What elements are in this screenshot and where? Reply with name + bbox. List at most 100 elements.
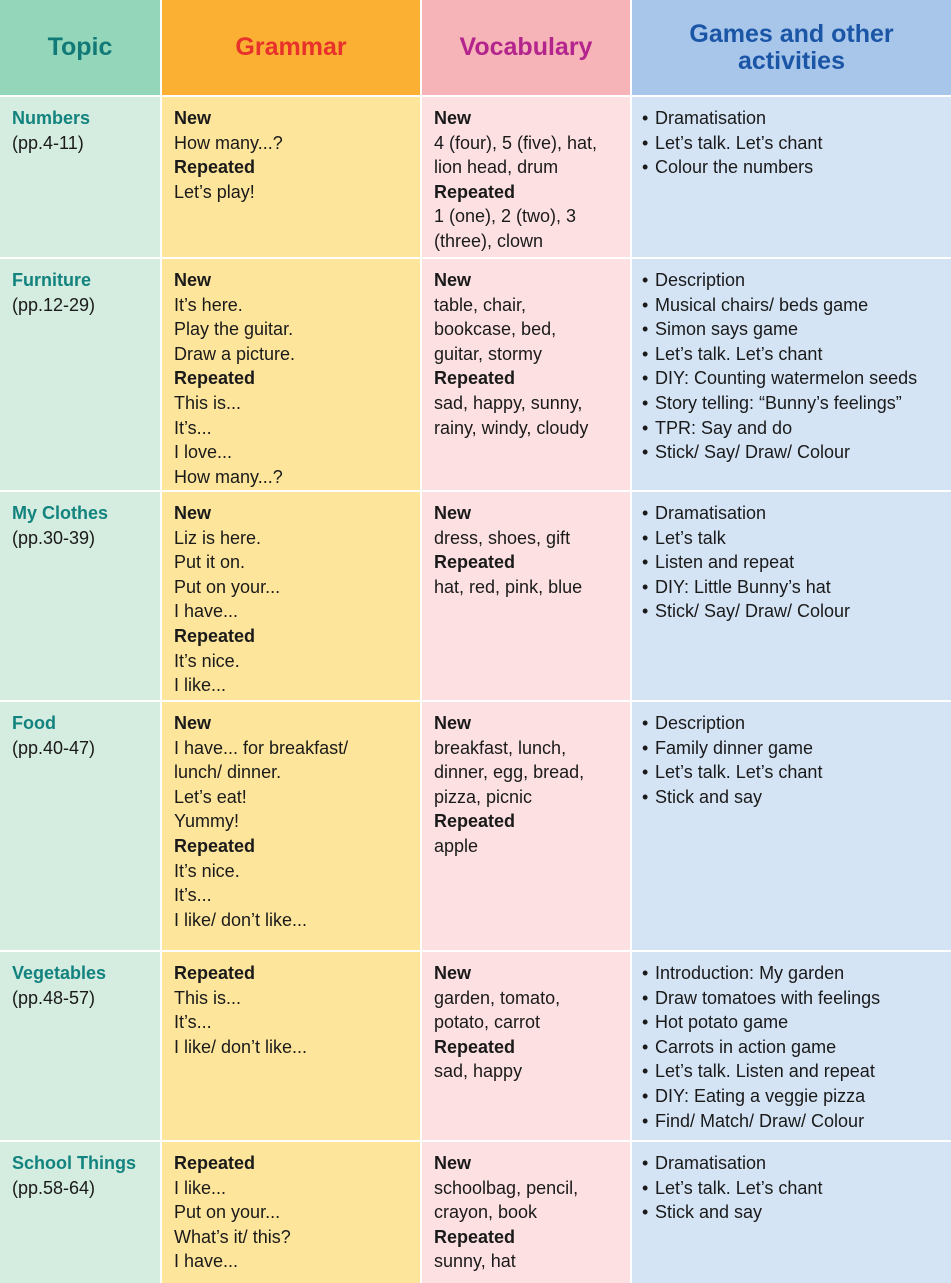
activity-item: DIY: Little Bunny’s hat	[640, 575, 941, 600]
text-line: Yummy!	[174, 811, 240, 832]
activity-list: DescriptionMusical chairs/ beds gameSimo…	[640, 268, 941, 465]
vocabulary-cell: New table, chair, bookcase, bed, guitar, st…	[422, 259, 630, 490]
text-line: I like...	[174, 1177, 227, 1198]
section-label: Repeated	[174, 963, 256, 983]
section-label: Repeated	[174, 625, 256, 646]
activities-cell: DescriptionFamily dinner gameLet’s talk.…	[632, 702, 951, 950]
section-label: New	[174, 713, 212, 733]
text-line: It’s here.	[174, 294, 243, 315]
activity-item: Let’s talk. Let’s chant	[640, 1176, 941, 1201]
activity-item: Dramatisation	[640, 1151, 941, 1176]
grammar-cell: New It’s here. Play the guitar. Draw a pict…	[162, 259, 420, 490]
text-line: It’s...	[174, 885, 212, 906]
activity-item: Colour the numbers	[640, 155, 941, 180]
text-line: garden, tomato,	[434, 987, 561, 1008]
activity-list: DramatisationLet’s talkListen and repeat…	[640, 501, 941, 624]
text-line: table, chair,	[434, 294, 527, 315]
text-line: This is...	[174, 987, 242, 1008]
activity-item: Dramatisation	[640, 106, 941, 131]
text-line: sunny, hat	[434, 1251, 516, 1272]
text-line: It’s nice.	[174, 860, 240, 881]
grammar-cell: New How many...? Repeated Let’s play!	[162, 97, 420, 257]
text-line: I like/ don’t like...	[174, 1036, 308, 1057]
activities-cell: DramatisationLet’s talkListen and repeat…	[632, 492, 951, 700]
activities-cell: DramatisationLet’s talk. Let’s chantStic…	[632, 1142, 951, 1283]
text-line: hat, red, pink, blue	[434, 576, 583, 597]
grammar-cell: Repeated This is... It’s... I like/ don’t l…	[162, 952, 420, 1140]
activity-item: Hot potato game	[640, 1010, 941, 1035]
text-line: Let’s eat!	[174, 786, 247, 807]
column-header: Grammar	[162, 0, 420, 95]
section-label: Repeated	[174, 157, 256, 178]
activity-item: DIY: Eating a veggie pizza	[640, 1084, 941, 1109]
activity-item: Description	[640, 268, 941, 293]
activity-item: Musical chairs/ beds game	[640, 293, 941, 318]
text-line: lunch/ dinner.	[174, 762, 282, 783]
text-line: It’s...	[174, 417, 212, 438]
topic-name: Vegetables	[12, 963, 107, 983]
topic-pages: (pp.58-64)	[12, 1177, 96, 1198]
section-label: New	[174, 503, 212, 523]
text-line: I have... for breakfast/	[174, 737, 349, 758]
text-line: I like...	[174, 675, 227, 696]
activities-cell: DescriptionMusical chairs/ beds gameSimo…	[632, 259, 951, 490]
activity-item: DIY: Counting watermelon seeds	[640, 366, 941, 391]
text-line: guitar, stormy	[434, 343, 543, 364]
topic-pages: (pp.4-11)	[12, 132, 84, 153]
activity-item: Stick/ Say/ Draw/ Colour	[640, 440, 941, 465]
section-label: Repeated	[434, 181, 516, 202]
activity-item: Listen and repeat	[640, 550, 941, 575]
activity-list: Introduction: My gardenDraw tomatoes wit…	[640, 961, 941, 1133]
text-line: pizza, picnic	[434, 786, 533, 807]
activity-item: Dramatisation	[640, 501, 941, 526]
section-label: Repeated	[174, 835, 256, 856]
text-line: Play the guitar.	[174, 319, 294, 340]
activity-item: Let’s talk. Let’s chant	[640, 760, 941, 785]
text-line: schoolbag, pencil,	[434, 1177, 579, 1198]
text-line: (three), clown	[434, 230, 544, 251]
text-line: dress, shoes, gift	[434, 527, 571, 548]
activity-item: Introduction: My garden	[640, 961, 941, 986]
text-line: Put it on.	[174, 552, 246, 573]
topic-cell: School Things (pp.58-64)	[0, 1142, 160, 1283]
activities-cell: DramatisationLet’s talk. Let’s chantColo…	[632, 97, 951, 257]
activity-item: Story telling: “Bunny’s feelings”	[640, 391, 941, 416]
section-label: New	[174, 270, 212, 290]
text-line: How many...?	[174, 466, 283, 487]
section-label: Repeated	[174, 368, 256, 389]
text-line: crayon, book	[434, 1202, 538, 1223]
topic-name: Furniture	[12, 270, 91, 290]
grammar-cell: New Liz is here. Put it on. Put on your... I…	[162, 492, 420, 700]
section-label: New	[434, 963, 472, 983]
topic-cell: My Clothes (pp.30-39)	[0, 492, 160, 700]
activity-list: DescriptionFamily dinner gameLet’s talk.…	[640, 711, 941, 809]
text-line: Put on your...	[174, 576, 281, 597]
text-line: It’s nice.	[174, 650, 240, 671]
column-header: Games and other activities	[632, 0, 951, 95]
text-line: How many...?	[174, 132, 283, 153]
column-header: Topic	[0, 0, 160, 95]
section-label: New	[434, 503, 472, 523]
section-label: New	[434, 270, 472, 290]
topic-pages: (pp.48-57)	[12, 987, 96, 1008]
activity-item: Stick and say	[640, 1200, 941, 1225]
text-line: dinner, egg, bread,	[434, 762, 585, 783]
text-line: Draw a picture.	[174, 343, 296, 364]
activity-item: Let’s talk. Let’s chant	[640, 131, 941, 156]
text-line: sad, happy	[434, 1061, 523, 1082]
vocabulary-cell: New garden, tomato, potato, carrot Repeated…	[422, 952, 630, 1140]
vocabulary-cell: New schoolbag, pencil, crayon, book Repeate…	[422, 1142, 630, 1283]
text-line: 1 (one), 2 (two), 3	[434, 206, 577, 227]
activity-item: Stick/ Say/ Draw/ Colour	[640, 599, 941, 624]
activity-item: Family dinner game	[640, 736, 941, 761]
activity-list: DramatisationLet’s talk. Let’s chantColo…	[640, 106, 941, 180]
activity-item: Let’s talk. Listen and repeat	[640, 1059, 941, 1084]
activity-item: Description	[640, 711, 941, 736]
grammar-cell: Repeated I like... Put on your... What’s it…	[162, 1142, 420, 1283]
text-line: This is...	[174, 392, 242, 413]
text-line: Liz is here.	[174, 527, 262, 548]
vocabulary-cell: New breakfast, lunch, dinner, egg, bread, p…	[422, 702, 630, 950]
text-line: Put on your...	[174, 1202, 281, 1223]
text-line: I like/ don’t like...	[174, 909, 308, 930]
topic-pages: (pp.12-29)	[12, 294, 96, 315]
